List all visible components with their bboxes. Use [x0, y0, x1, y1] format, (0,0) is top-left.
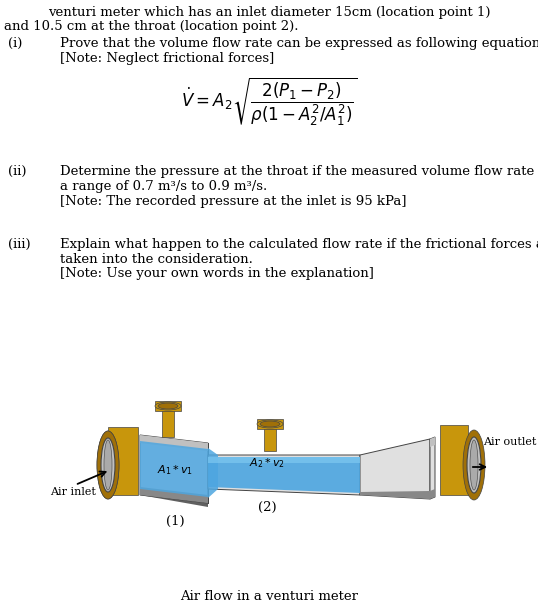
Ellipse shape: [463, 430, 485, 500]
Text: a range of 0.7 m³/s to 0.9 m³/s.: a range of 0.7 m³/s to 0.9 m³/s.: [60, 180, 267, 193]
Text: Air inlet: Air inlet: [50, 487, 96, 497]
Ellipse shape: [155, 402, 181, 410]
Ellipse shape: [158, 403, 178, 409]
Text: Air outlet: Air outlet: [483, 437, 536, 447]
Ellipse shape: [97, 431, 119, 499]
Text: (1): (1): [166, 515, 185, 528]
Text: (i): (i): [8, 37, 23, 50]
Text: (iii): (iii): [8, 238, 31, 251]
Text: (2): (2): [258, 501, 277, 514]
Text: venturi meter which has an inlet diameter 15cm (location point 1): venturi meter which has an inlet diamete…: [48, 6, 490, 19]
Bar: [264, 427, 276, 451]
Polygon shape: [140, 489, 208, 507]
Polygon shape: [208, 457, 360, 493]
Polygon shape: [140, 441, 208, 497]
Text: taken into the consideration.: taken into the consideration.: [60, 253, 253, 266]
Bar: [257, 419, 283, 429]
Bar: [440, 425, 468, 495]
Polygon shape: [430, 437, 435, 447]
Text: Prove that the volume flow rate can be expressed as following equation,: Prove that the volume flow rate can be e…: [60, 37, 538, 50]
Text: $\dot{V} = A_2\sqrt{\dfrac{2(P_1 - P_2)}{\rho(1 - A_2^2/A_1^2)}}$: $\dot{V} = A_2\sqrt{\dfrac{2(P_1 - P_2)}…: [181, 75, 357, 127]
Text: $A_1*v_1$: $A_1*v_1$: [157, 463, 193, 477]
Bar: [155, 401, 181, 411]
Polygon shape: [140, 435, 208, 451]
Ellipse shape: [470, 440, 478, 490]
Text: [Note: Neglect frictional forces]: [Note: Neglect frictional forces]: [60, 52, 274, 65]
Text: [Note: Use your own words in the explanation]: [Note: Use your own words in the explana…: [60, 267, 374, 280]
Bar: [162, 409, 174, 437]
Text: (ii): (ii): [8, 165, 26, 178]
Text: and 10.5 cm at the throat (location point 2).: and 10.5 cm at the throat (location poin…: [4, 20, 299, 33]
Text: Explain what happen to the calculated flow rate if the frictional forces are: Explain what happen to the calculated fl…: [60, 238, 538, 251]
Polygon shape: [430, 489, 435, 499]
Ellipse shape: [101, 438, 115, 492]
Ellipse shape: [104, 440, 112, 490]
Polygon shape: [140, 487, 208, 503]
Polygon shape: [360, 491, 430, 499]
Text: Air flow in a venturi meter: Air flow in a venturi meter: [180, 590, 358, 603]
Ellipse shape: [467, 437, 481, 493]
Bar: [108, 427, 138, 495]
Ellipse shape: [104, 440, 112, 490]
Polygon shape: [140, 435, 208, 503]
Polygon shape: [208, 455, 360, 495]
Text: [Note: The recorded pressure at the inlet is 95 kPa]: [Note: The recorded pressure at the inle…: [60, 195, 407, 208]
Text: $A_2*v_2$: $A_2*v_2$: [249, 456, 285, 470]
Polygon shape: [208, 448, 218, 498]
Polygon shape: [360, 439, 430, 499]
Ellipse shape: [260, 421, 280, 427]
Polygon shape: [430, 437, 435, 499]
Ellipse shape: [101, 438, 115, 492]
Ellipse shape: [257, 420, 283, 428]
Text: Determine the pressure at the throat if the measured volume flow rate is in: Determine the pressure at the throat if …: [60, 165, 538, 178]
Ellipse shape: [97, 431, 119, 499]
Polygon shape: [208, 457, 360, 463]
